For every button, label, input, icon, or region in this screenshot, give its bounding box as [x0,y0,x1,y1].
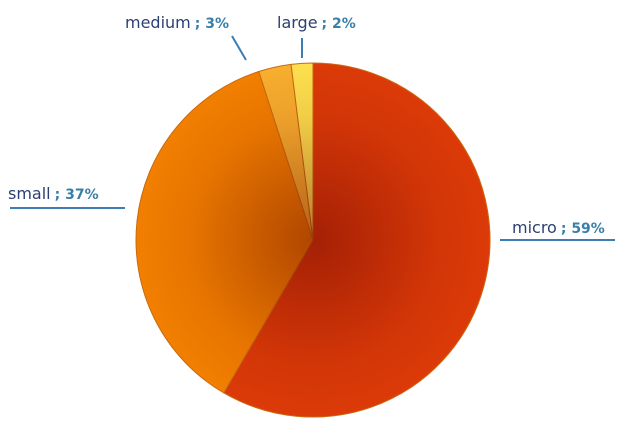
slice-label: medium; 3% [125,13,229,32]
category-label: large [277,13,318,32]
leader-line [231,35,247,61]
value-label: ; 59% [561,221,605,237]
slice-label: large; 2% [277,13,356,32]
value-label: ; 2% [322,16,356,32]
slice-label: micro; 59% [512,218,605,237]
value-label: ; 3% [195,16,229,32]
value-label: ; 37% [55,187,99,203]
category-label: medium [125,13,191,32]
category-label: micro [512,218,557,237]
labels: micro; 59% small; 37% medium; 3% large; 2% [8,13,615,241]
slice-label: small; 37% [8,184,99,203]
category-label: small [8,184,51,203]
pie [135,62,491,418]
